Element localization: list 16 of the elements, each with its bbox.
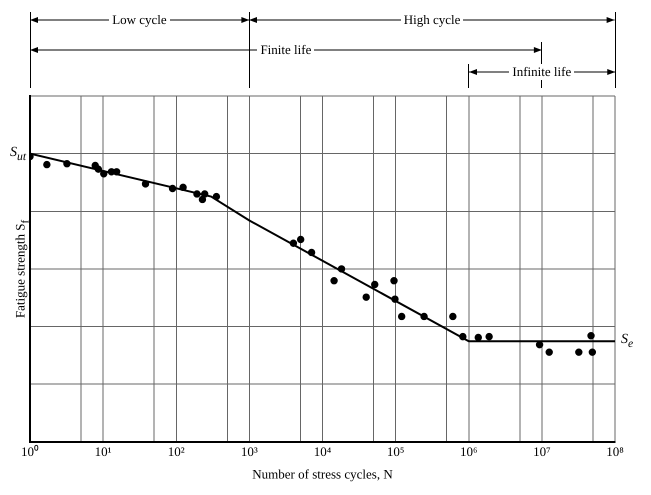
x-tick-label: 10⁰ — [21, 444, 39, 460]
text: High cycle — [400, 12, 464, 28]
x-tick-label: 10³ — [240, 444, 258, 460]
text: Finite life — [257, 42, 314, 58]
x-tick-label: 10⁶ — [460, 444, 478, 460]
x-tick-label: 10⁸ — [606, 444, 624, 460]
x-tick-label: 10⁷ — [533, 444, 551, 460]
text: Low cycle — [109, 12, 170, 28]
x-tick-label: 10⁵ — [386, 444, 404, 460]
x-axis-title: Number of stress cycles, N — [252, 466, 394, 482]
text: Infinite life — [509, 64, 574, 80]
annotation: S$_{e}$ — [621, 332, 634, 350]
x-tick-label: 10² — [168, 444, 185, 460]
x-tick-label: 10¹ — [94, 444, 112, 460]
x-tick-label: 10⁴ — [314, 444, 332, 460]
annotation: S$_{ut}$ — [10, 144, 26, 162]
